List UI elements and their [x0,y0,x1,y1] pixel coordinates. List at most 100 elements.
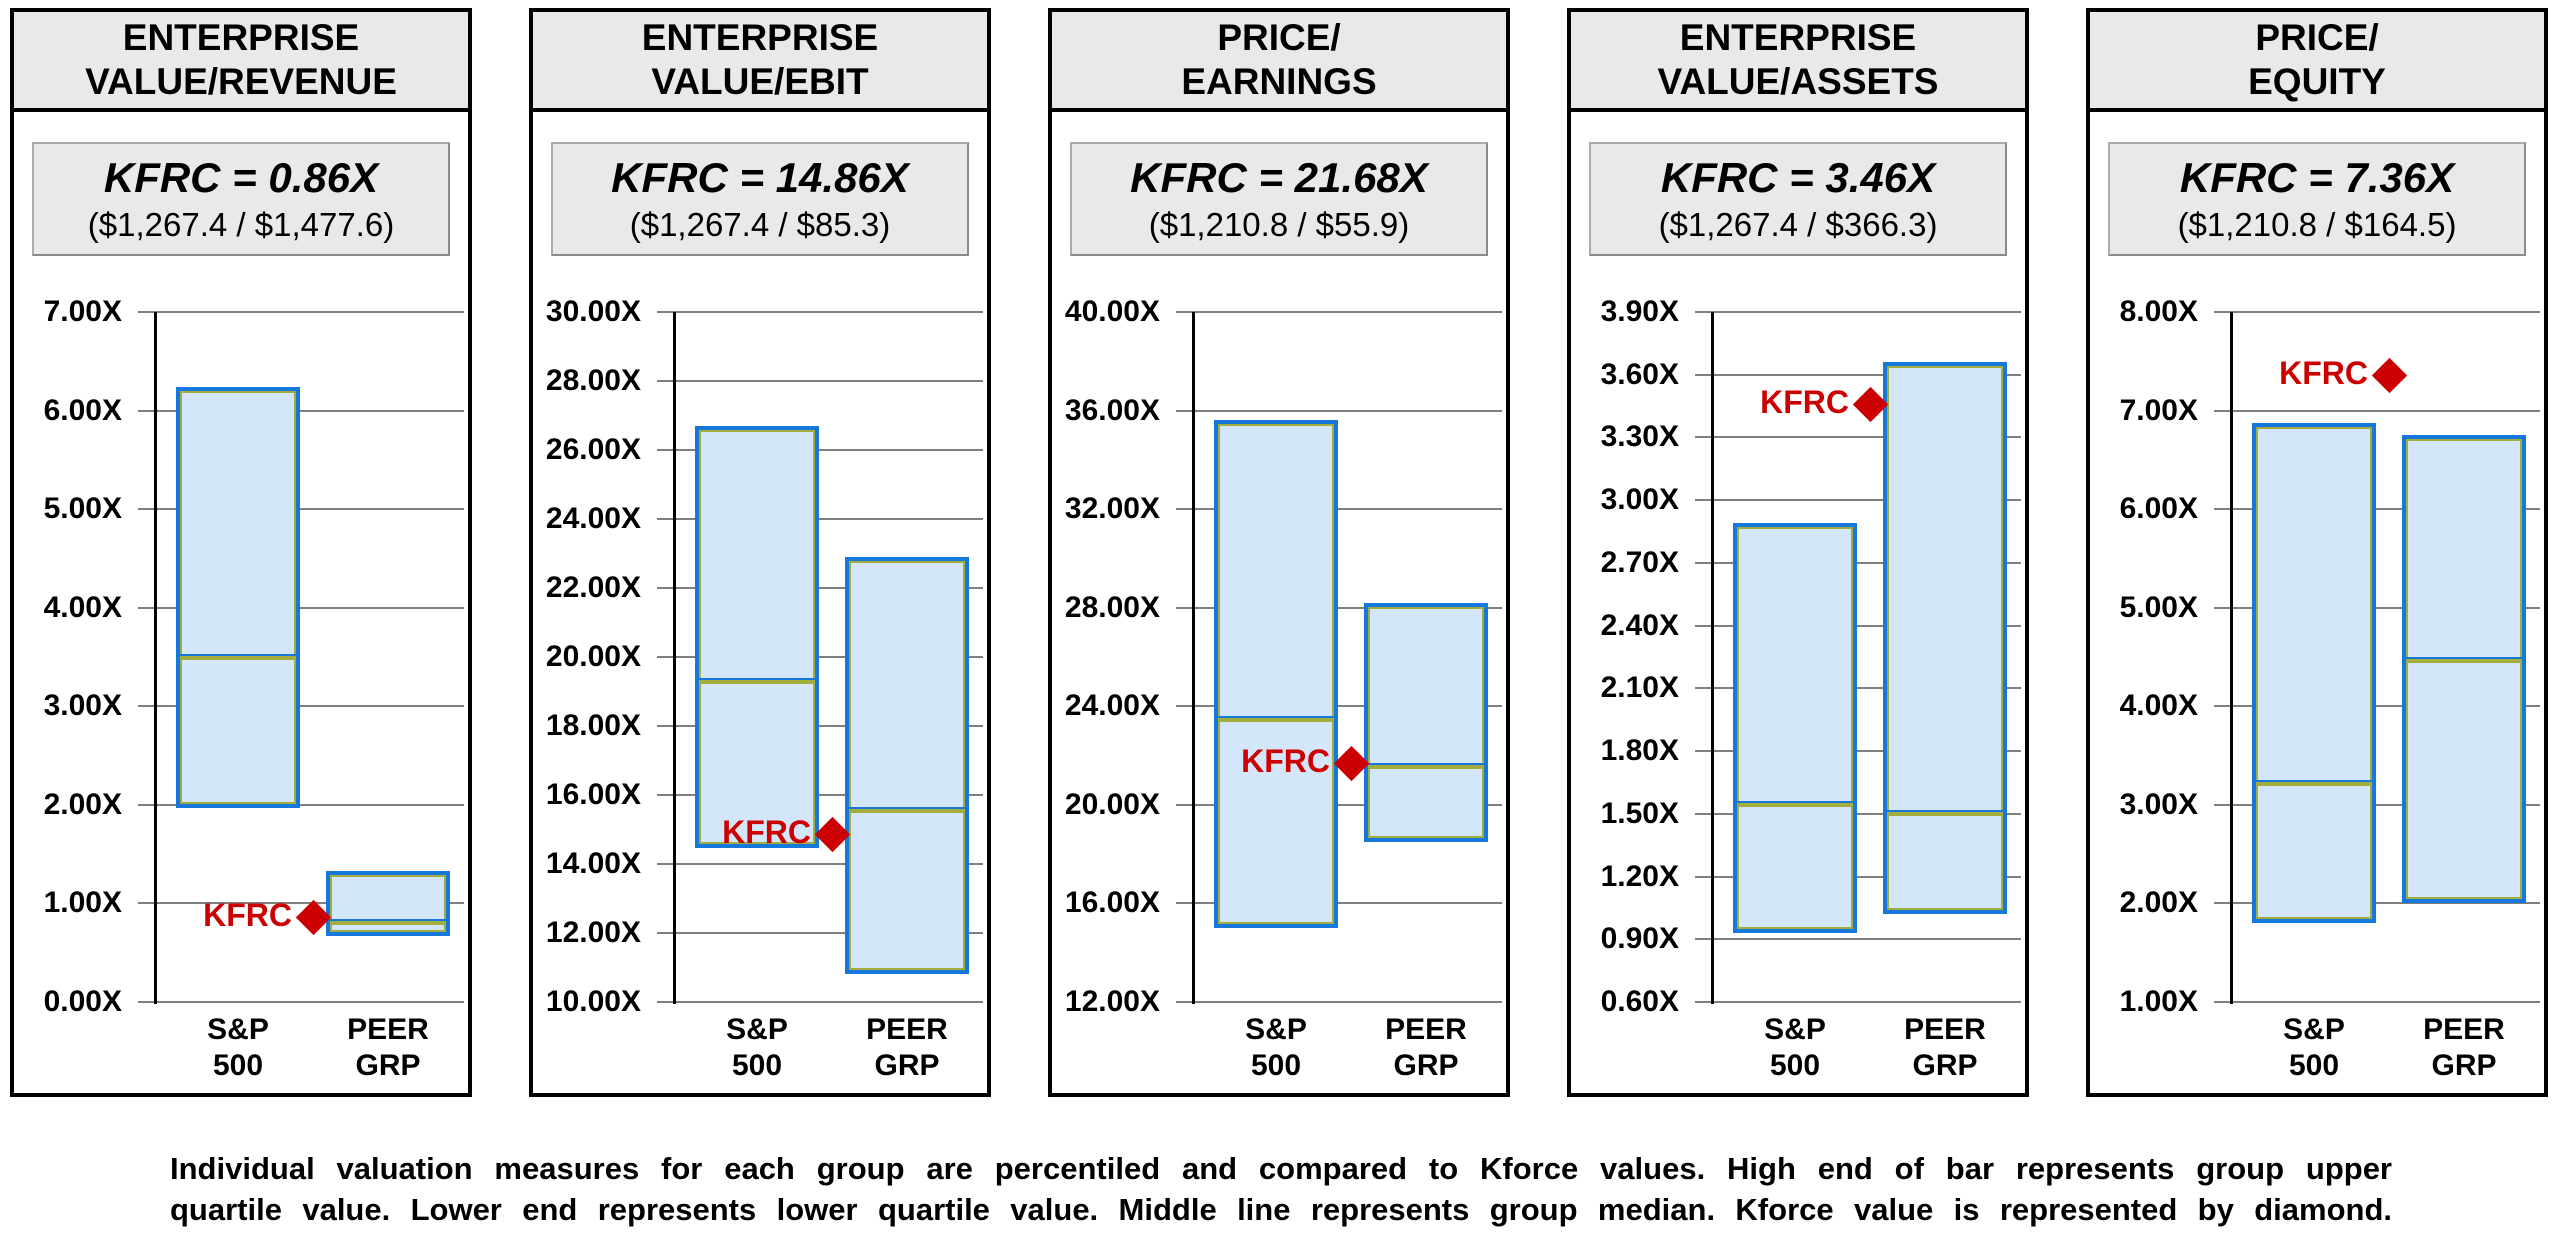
median-line [1887,809,2003,814]
gridline [1695,373,2021,376]
kfrc-marker-label: KFRC [203,897,292,934]
kfrc-multiple-value: KFRC = 7.36X [2179,154,2455,201]
category-label-line: S&P [2283,1013,2345,1046]
gridline [1176,803,1502,806]
kfrc-value-box: KFRC = 7.36X ($1,210.8 / $164.5) [2108,142,2526,256]
category-label-line: PEER [1385,1013,1467,1046]
y-axis-tick-label: 0.90X [1600,922,1679,956]
category-label-line: 500 [1250,1049,1302,1082]
median-line [1737,801,1853,806]
kfrc-value-box: KFRC = 21.68X ($1,210.8 / $55.9) [1070,142,1488,256]
median-line [2406,656,2522,661]
gridline [1695,687,2021,690]
valuation-panel-3: PRICE/EARNINGS KFRC = 21.68X ($1,210.8 / $… [1048,8,1510,1097]
y-axis-tick-label: 7.00X [43,295,122,328]
box-plot-area: 3.90X 3.60X 3.30X 3.00X 2.70X 2.40X 2.10X 1.80X… [1601,295,2021,1018]
category-label-line: GRP [355,1049,421,1082]
box-plot-area: 7.00X 6.00X 5.00X 4.00X 3.00X 2.00X 1.00X 0.00X… [44,295,464,1018]
category-label-line: 500 [212,1049,264,1082]
panel-title-line1: ENTERPRISE [1679,17,1917,58]
y-axis-tick-label: 2.70X [1600,545,1679,579]
quartile-box-peer-grp [1883,362,2007,915]
y-axis-tick-label: 2.00X [2119,886,2198,920]
y-axis-tick-label: 3.00X [43,689,122,723]
y-axis-tick-label: 24.00X [545,502,641,535]
gridline [657,1001,983,1003]
median-line [2256,780,2372,785]
y-axis-tick-label: 6.00X [43,393,122,427]
category-label-line: GRP [2431,1049,2497,1082]
median-line [1218,716,1334,721]
category-label-line: 500 [2288,1049,2340,1082]
kfrc-calculation: ($1,267.4 / $1,477.6) [87,206,395,243]
valuation-panel-5: PRICE/EQUITY KFRC = 7.36X ($1,210.8 / $164… [2086,8,2548,1097]
kfrc-calculation: ($1,267.4 / $366.3) [1658,206,1938,243]
category-label-peer-grp: PEER GRP [827,1012,987,1084]
category-label-sp500: S&P 500 [1196,1012,1356,1084]
kfrc-multiple-value: KFRC = 14.86X [611,154,909,201]
y-axis-tick-label: 1.00X [2119,985,2198,1018]
gridline [1176,705,1502,708]
y-axis-tick-label: 22.00X [545,571,641,604]
category-label-line: GRP [1393,1049,1459,1082]
category-label-line: 500 [731,1049,783,1082]
gridline [657,932,983,934]
panel-title: PRICE/EQUITY [2090,12,2544,112]
quartile-box-peer-grp [2402,435,2526,904]
panel-title: ENTERPRISE VALUE/ASSETS [1571,12,2025,112]
y-axis-tick-label: 16.00X [545,778,641,811]
y-axis-tick-label: 1.20X [1600,859,1679,893]
kfrc-calculation: ($1,267.4 / $85.3) [629,206,891,243]
y-axis-line [673,312,676,1004]
y-axis-tick-label: 40.00X [1064,295,1160,328]
gridline [657,587,983,589]
gridline [657,725,983,727]
gridline [657,380,983,382]
y-axis-tick-label: 36.00X [1064,393,1160,427]
y-axis-tick-label: 28.00X [545,364,641,397]
panel-title-line1: ENTERPRISE [122,17,360,58]
kfrc-marker-label: KFRC [1241,743,1330,780]
quartile-box-sp500 [176,386,300,808]
gridline [657,449,983,451]
panel-title-line2: VALUE/ASSETS [1657,61,1939,102]
y-axis-tick-label: 12.00X [545,916,641,949]
y-axis-tick-label: 30.00X [545,295,641,328]
gridline [2214,508,2540,511]
y-axis-tick-label: 26.00X [545,433,641,466]
category-label-line: PEER [1904,1013,1986,1046]
gridline [138,705,464,708]
y-axis-tick-label: 14.00X [545,847,641,880]
gridline [657,656,983,658]
gridline [657,518,983,520]
valuation-panel-4: ENTERPRISE VALUE/ASSETS KFRC = 3.46X ($1,26… [1567,8,2029,1097]
gridline [657,863,983,865]
gridline [1176,1001,1502,1003]
footnote-caption-line2: quartile value. Lower end represents low… [170,1192,2392,1227]
category-label-line: S&P [1764,1013,1826,1046]
y-axis-tick-label: 5.00X [43,492,122,526]
quartile-box-sp500 [2252,423,2376,924]
y-axis-line [154,312,157,1004]
category-label-line: S&P [1245,1013,1307,1046]
y-axis-line [2230,312,2233,1004]
panel-title: PRICE/EARNINGS [1052,12,1506,112]
y-axis-tick-label: 0.60X [1600,985,1679,1018]
gridline [1176,409,1502,412]
y-axis-tick-label: 1.80X [1600,734,1679,768]
kfrc-multiple-value: KFRC = 21.68X [1130,154,1428,201]
y-axis-tick-label: 32.00X [1064,492,1160,526]
y-axis-tick-label: 24.00X [1064,689,1160,723]
category-label-line: S&P [207,1013,269,1046]
median-line [849,807,965,812]
y-axis-tick-label: 18.00X [545,709,641,742]
y-axis-tick-label: 1.00X [43,886,122,920]
box-plot-area: 8.00X 7.00X 6.00X 5.00X 4.00X 3.00X 2.00X 1.00X… [2120,295,2540,1018]
y-axis-tick-label: 5.00X [2119,590,2198,624]
panel-title-line1: PRICE/ [2255,17,2379,58]
panel-title-line2: EARNINGS [1181,61,1377,102]
y-axis-tick-label: 3.60X [1600,357,1679,391]
gridline [2214,409,2540,412]
y-axis-tick-label: 1.50X [1600,796,1679,830]
gridline [1176,311,1502,313]
